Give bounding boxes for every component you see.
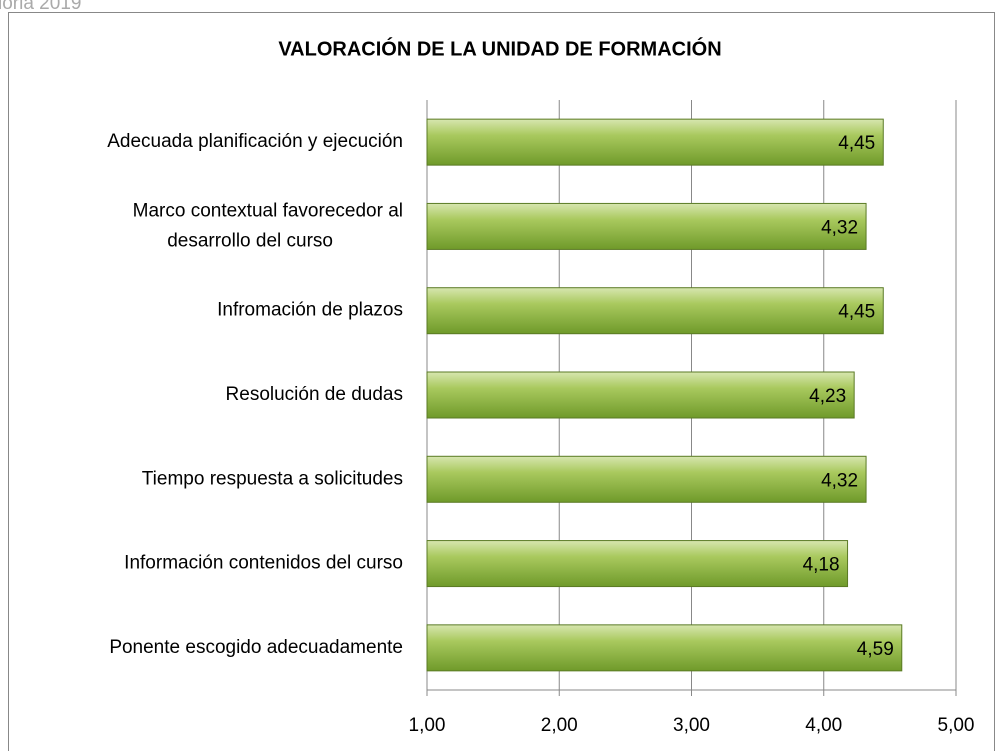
bar [426,202,867,250]
y-tick-label: Información contenidos del curso [124,553,403,574]
value-label: 4,23 [809,386,846,407]
y-tick-label: Infromación de plazos [217,300,403,321]
x-tick-label: 2,00 [541,715,578,736]
y-tick-label: Tiempo respuesta a solicitudes [142,468,403,489]
bar [426,118,884,166]
x-tick-label: 5,00 [938,715,975,736]
x-tick-label: 1,00 [409,715,446,736]
value-label: 4,45 [838,133,875,154]
bar [426,287,884,335]
y-tick-label: Ponente escogido adecuadamente [109,637,403,658]
y-tick-label: Resolución de dudas [226,384,403,405]
value-label: 4,59 [857,639,894,660]
value-label: 4,32 [821,470,858,491]
bar [426,455,867,503]
bar [426,540,849,588]
bar [426,624,903,672]
header-fragment: ioria 2019 [0,0,81,14]
y-tick-label: Marco contextual favorecedor al desarroll… [133,200,403,251]
value-label: 4,32 [821,217,858,238]
value-label: 4,18 [803,555,840,576]
x-tick-label: 3,00 [673,715,710,736]
chart-title: VALORACIÓN DE LA UNIDAD DE FORMACIÓN [278,36,721,60]
x-tick-label: 4,00 [805,715,842,736]
bar [426,371,855,419]
value-label: 4,45 [838,302,875,323]
y-tick-label: Adecuada planificación y ejecución [107,131,403,152]
